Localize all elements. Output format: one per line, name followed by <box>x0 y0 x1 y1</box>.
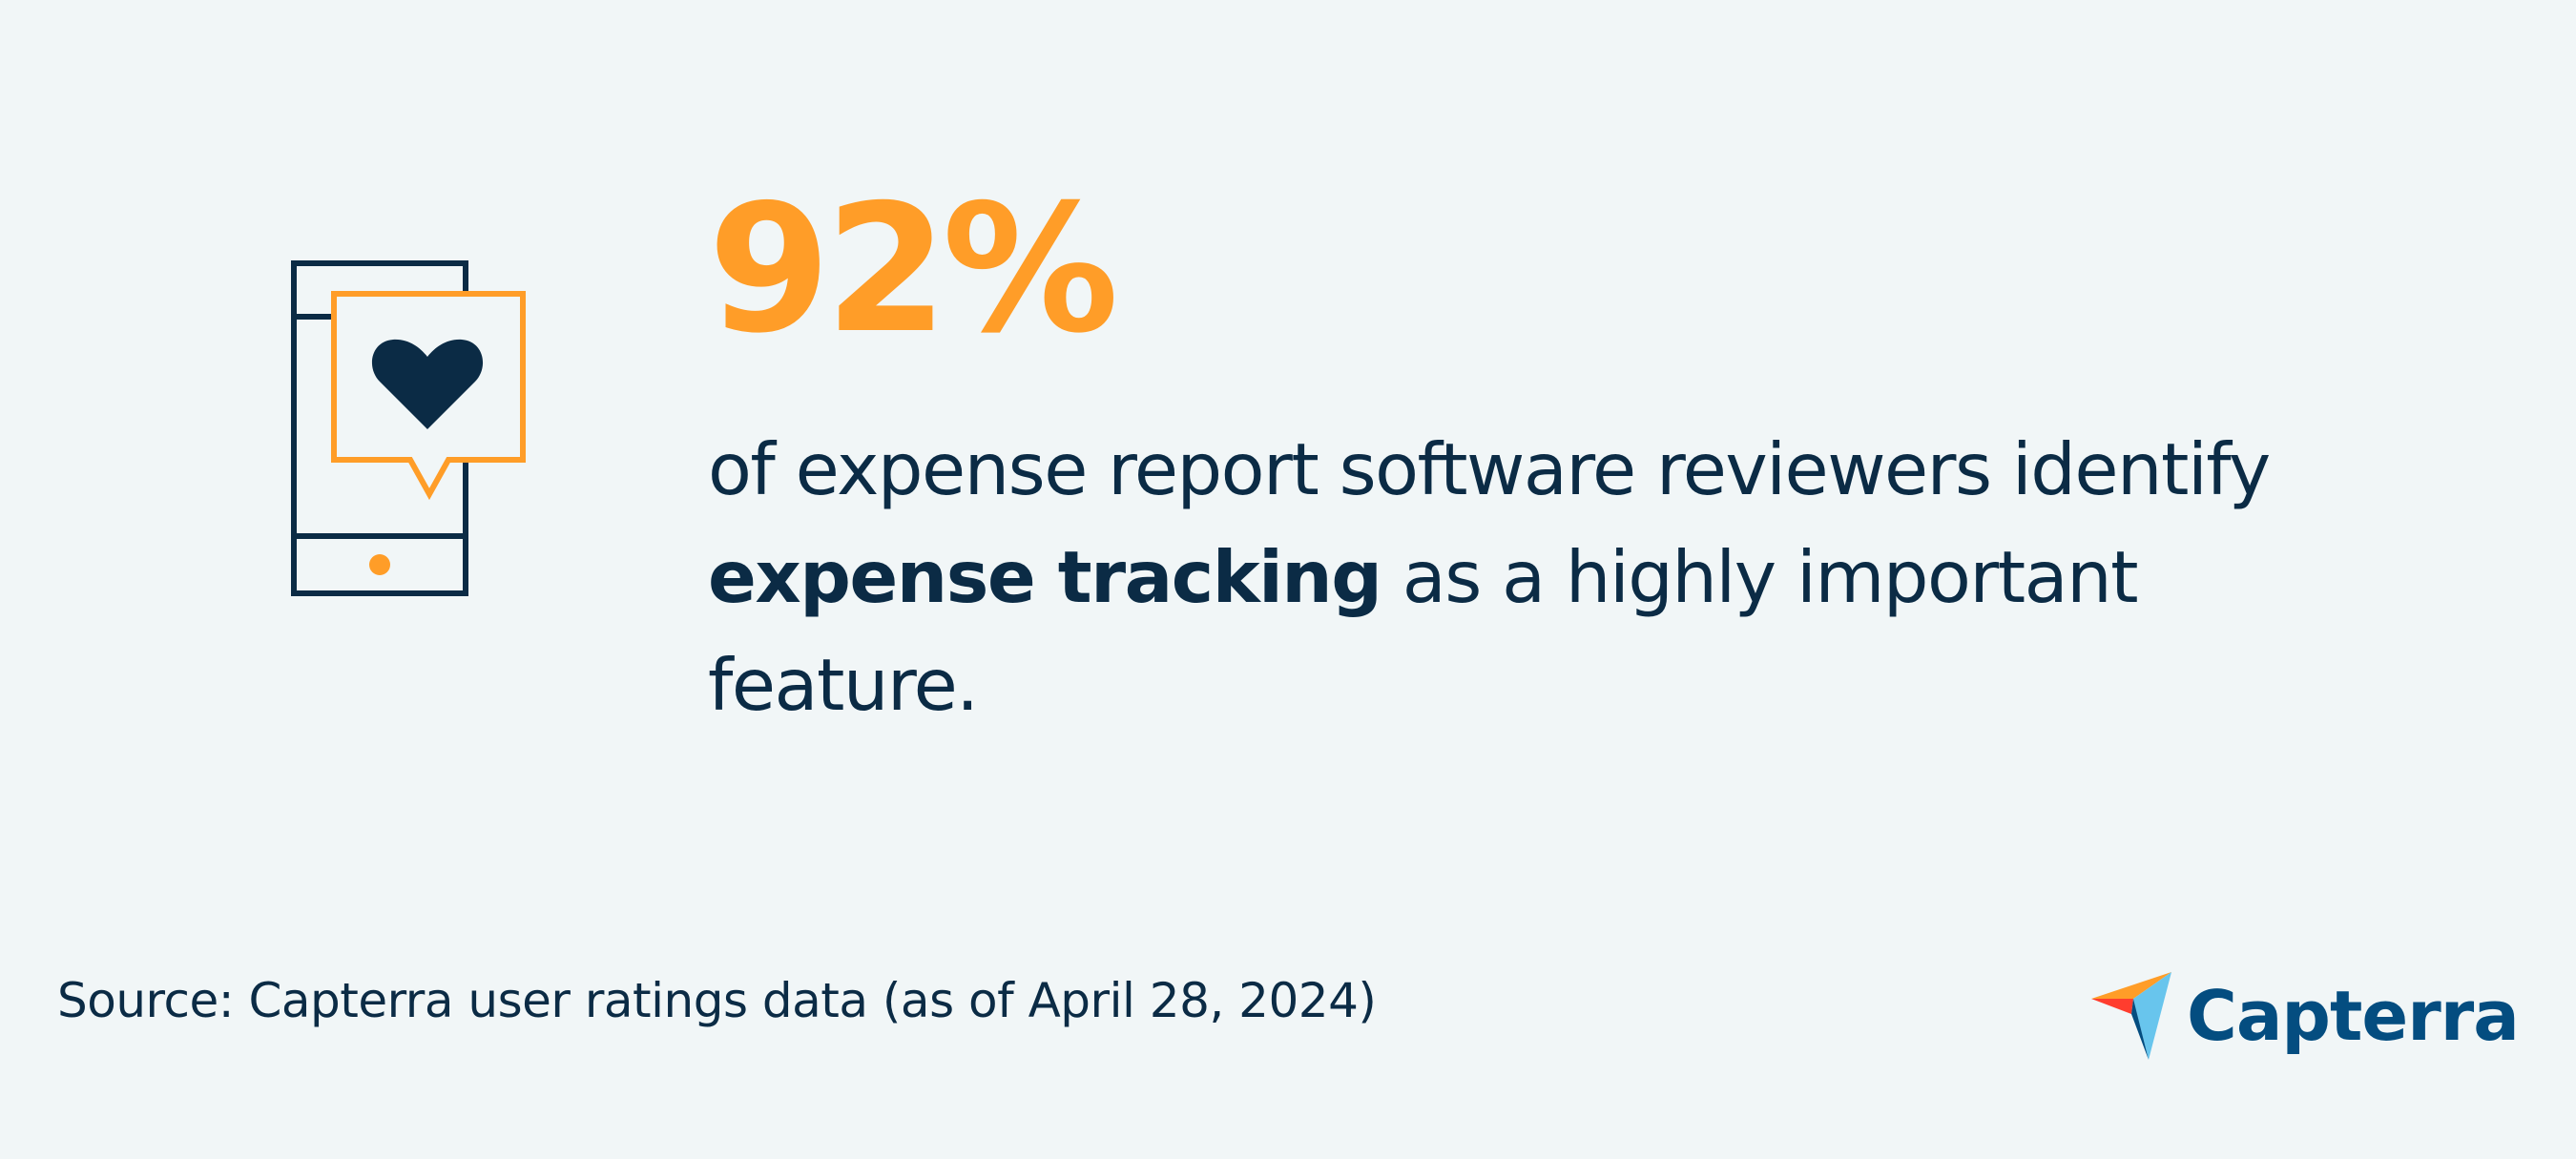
description-text-start: of expense report software reviewers ide… <box>708 427 2271 511</box>
source-citation: Source: Capterra user ratings data (as o… <box>57 973 1377 1028</box>
logo-wordmark: Capterra <box>2187 976 2520 1056</box>
description-highlight: expense tracking <box>708 535 1382 619</box>
capterra-arrow-logo-icon <box>2091 972 2171 1060</box>
capterra-logo: Capterra <box>2089 968 2520 1064</box>
description-text-end: as a highly important feature. <box>708 535 2139 727</box>
stat-description: of expense report software reviewers ide… <box>708 416 2425 739</box>
stat-percentage: 92% <box>708 166 1119 372</box>
phone-with-heart-speech-bubble-icon <box>286 258 534 601</box>
